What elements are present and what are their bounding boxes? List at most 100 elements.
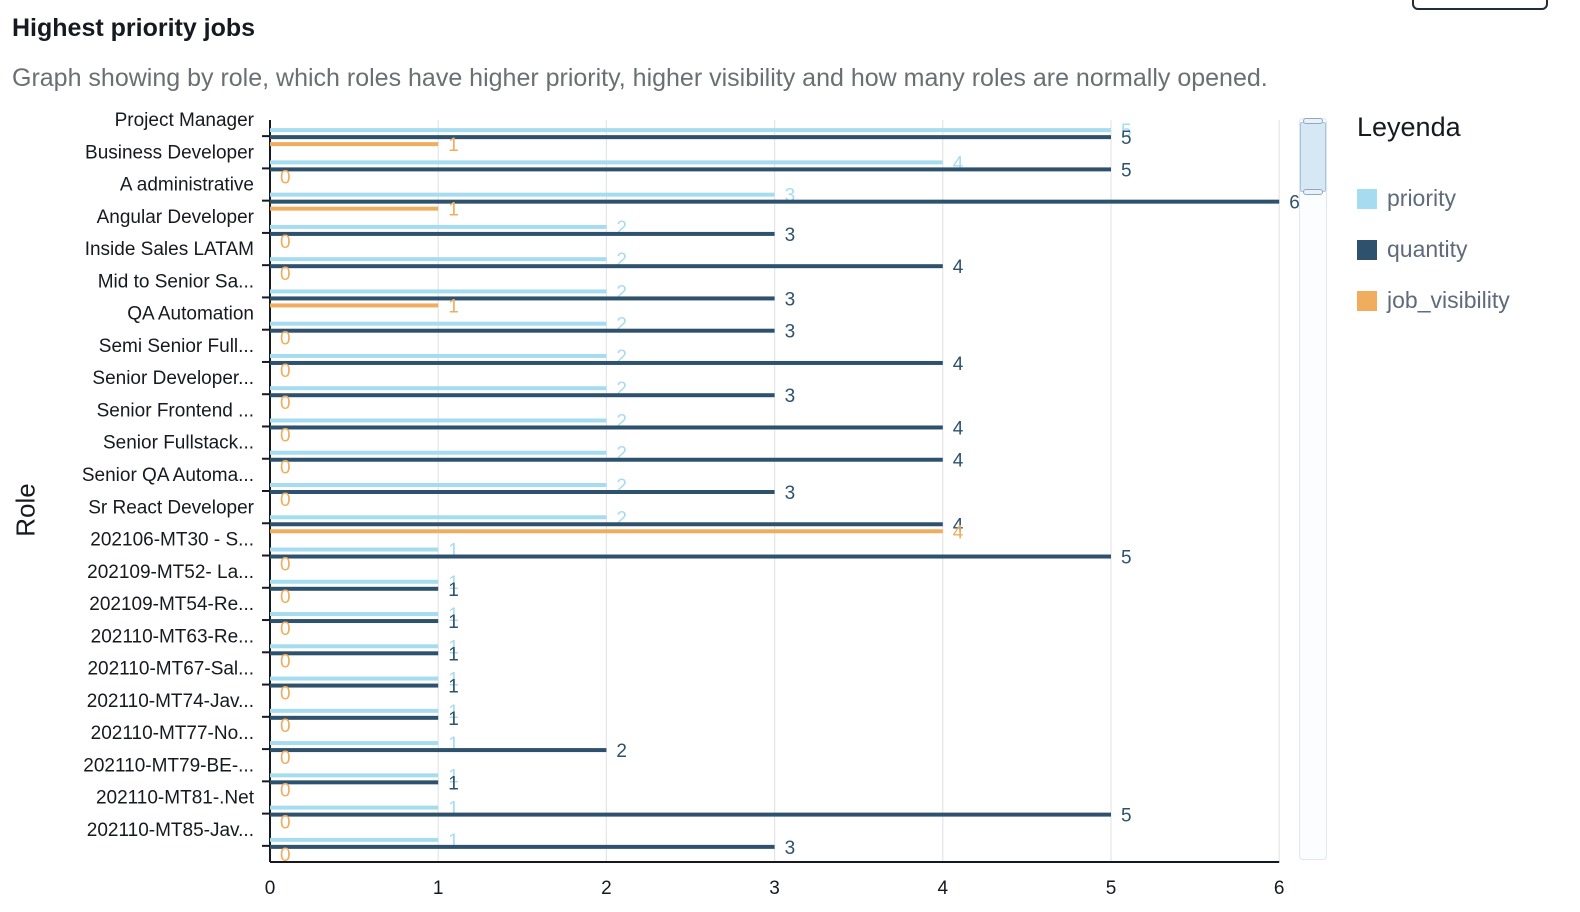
data-label-quantity: 4: [953, 257, 964, 278]
bar-quantity: [270, 748, 607, 753]
bar-priority: [270, 418, 607, 423]
bar-priority: [270, 483, 607, 487]
data-label-quantity: 3: [785, 322, 796, 343]
x-tick-label: 4: [938, 878, 949, 899]
data-label-quantity: 3: [785, 483, 796, 504]
bar-quantity: [270, 199, 1280, 204]
chart-scrollbar-track[interactable]: [1299, 118, 1327, 860]
bar-quantity: [270, 651, 439, 656]
chart-subtitle: Graph showing by role, which roles have …: [12, 64, 1268, 92]
data-label-priority: 3: [785, 186, 796, 207]
y-tick-label: 202109-MT52- La...: [87, 562, 254, 583]
bar-priority: [270, 773, 439, 778]
data-label-priority: 2: [616, 282, 627, 303]
bar-priority: [270, 837, 439, 842]
data-label-job_visibility: 0: [280, 651, 291, 672]
data-label-quantity: 5: [1121, 128, 1132, 149]
data-label-priority: 2: [616, 476, 627, 497]
data-label-priority: 1: [448, 637, 459, 658]
data-label-job_visibility: 1: [448, 296, 459, 317]
bar-quantity: [270, 554, 1111, 559]
bar-quantity: [270, 393, 775, 398]
data-label-priority: 1: [448, 702, 459, 723]
data-label-job_visibility: 0: [280, 264, 291, 285]
data-label-job_visibility: 0: [280, 587, 291, 608]
chart-scrollbar-thumb[interactable]: [1300, 122, 1326, 192]
bar-priority: [270, 257, 607, 262]
data-label-priority: 5: [1121, 121, 1132, 142]
legend-swatch-quantity: [1357, 239, 1377, 260]
data-label-job_visibility: 0: [280, 748, 291, 769]
scrollbar-handle-bottom[interactable]: [1303, 189, 1323, 195]
legend-item-priority[interactable]: priority: [1357, 173, 1510, 224]
y-tick-label: Semi Senior Full...: [99, 336, 254, 357]
data-label-quantity: 3: [785, 225, 796, 246]
y-tick-label: Senior Fullstack...: [103, 433, 254, 454]
y-tick-label: Sr React Developer: [88, 497, 254, 518]
bar-quantity: [270, 490, 775, 494]
data-label-priority: 2: [616, 411, 627, 432]
y-tick-label: 202110-MT81-.Net: [96, 788, 255, 809]
y-tick-label: 202110-MT63-Re...: [91, 626, 254, 647]
bar-quantity: [270, 425, 943, 430]
bar-priority: [270, 741, 439, 746]
x-tick-label: 0: [265, 878, 276, 899]
data-label-quantity: 1: [448, 644, 459, 665]
x-tick-label: 2: [601, 878, 612, 899]
bar-priority: [270, 805, 439, 810]
y-tick-label: A administrative: [120, 175, 254, 196]
top-corner-button[interactable]: [1412, 0, 1548, 10]
bar-priority: [270, 386, 607, 391]
bar-priority: [270, 192, 775, 197]
y-tick-label: Inside Sales LATAM: [85, 239, 254, 260]
data-label-job_visibility: 0: [280, 813, 291, 834]
data-label-job_visibility: 0: [280, 845, 291, 866]
bar-priority: [270, 676, 439, 681]
bar-quantity: [270, 812, 1111, 817]
data-label-job_visibility: 1: [448, 200, 459, 221]
bar-priority: [270, 708, 439, 713]
legend-label: job_visibility: [1387, 287, 1510, 313]
legend-swatch-priority: [1357, 188, 1377, 209]
data-label-quantity: 5: [1121, 806, 1132, 827]
data-label-priority: 1: [448, 605, 459, 626]
data-label-job_visibility: 0: [280, 361, 291, 382]
data-label-priority: 1: [448, 831, 459, 852]
bar-quantity: [270, 522, 943, 527]
bar-quantity: [270, 360, 943, 365]
bar-priority: [270, 579, 439, 584]
data-label-job_visibility: 0: [280, 167, 291, 188]
data-label-job_visibility: 1: [448, 135, 459, 156]
y-tick-label: Angular Developer: [97, 207, 255, 228]
legend-swatch-job-visibility: [1357, 290, 1377, 311]
legend-item-job-visibility[interactable]: job_visibility: [1357, 275, 1510, 326]
y-tick-label: 202110-MT74-Jav...: [87, 691, 254, 712]
data-label-priority: 1: [448, 670, 459, 691]
data-label-job_visibility: 0: [280, 619, 291, 640]
y-tick-label: 202109-MT54-Re...: [89, 594, 254, 615]
bar-quantity: [270, 296, 775, 301]
legend-item-quantity[interactable]: quantity: [1357, 224, 1510, 275]
scrollbar-handle-top[interactable]: [1303, 118, 1323, 124]
bar-priority: [270, 160, 943, 165]
y-tick-label: 202106-MT30 - S...: [90, 530, 254, 551]
bar-quantity: [270, 780, 439, 785]
data-label-job_visibility: 0: [280, 716, 291, 737]
bar-priority: [270, 515, 607, 520]
bar-priority: [270, 289, 607, 294]
y-tick-label: 202110-MT77-No...: [91, 723, 254, 744]
data-label-quantity: 4: [953, 418, 964, 439]
bar-job_visibility: [270, 529, 943, 534]
data-label-quantity: 1: [448, 677, 459, 698]
data-label-quantity: 4: [953, 451, 964, 472]
data-label-job_visibility: 0: [280, 490, 291, 511]
bar-priority: [270, 612, 439, 617]
bar-priority: [270, 128, 1111, 133]
bar-priority: [270, 353, 607, 358]
legend-label: quantity: [1387, 236, 1468, 262]
y-tick-label: Senior Frontend ...: [97, 400, 254, 421]
bar-quantity: [270, 619, 439, 624]
data-label-quantity: 3: [785, 289, 796, 310]
data-label-quantity: 6: [1289, 193, 1300, 214]
